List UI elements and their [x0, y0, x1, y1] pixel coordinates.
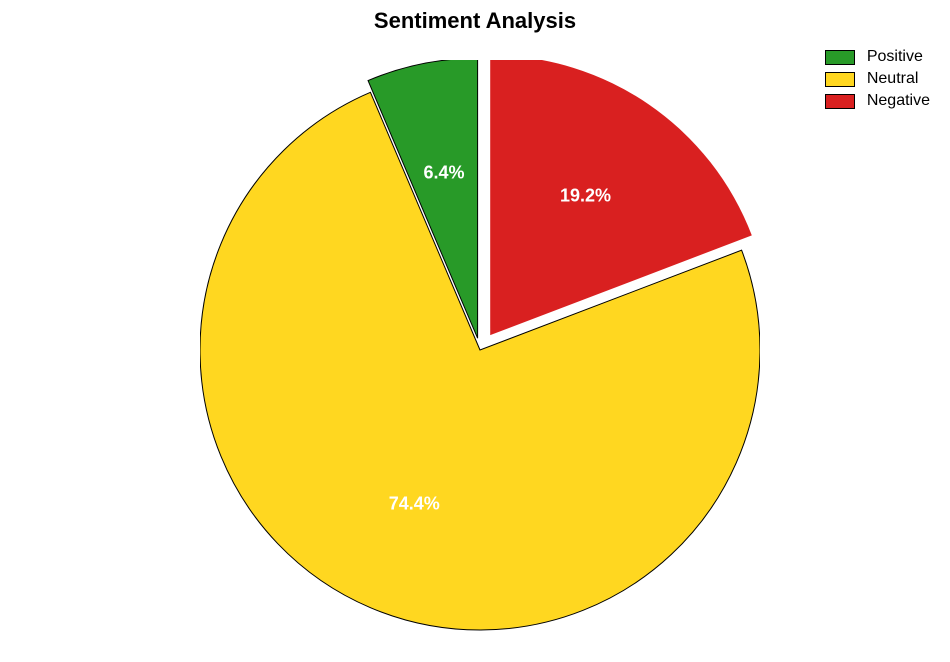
legend-label: Negative: [867, 92, 930, 110]
legend-swatch: [825, 50, 855, 65]
pie-label-negative: 19.2%: [560, 186, 611, 206]
legend-swatch: [825, 94, 855, 109]
legend-swatch: [825, 72, 855, 87]
chart-title: Sentiment Analysis: [374, 8, 576, 34]
sentiment-pie-chart: Sentiment Analysis 6.4% 74.4% 19.2% Positi…: [0, 0, 950, 662]
legend-label: Neutral: [867, 70, 919, 88]
chart-legend: Positive Neutral Negative: [825, 48, 930, 114]
pie-label-neutral: 74.4%: [389, 493, 440, 513]
pie-svg: 6.4% 74.4% 19.2%: [200, 60, 760, 640]
legend-item-neutral: Neutral: [825, 70, 930, 88]
pie-label-positive: 6.4%: [424, 162, 465, 182]
legend-item-negative: Negative: [825, 92, 930, 110]
legend-item-positive: Positive: [825, 48, 930, 66]
legend-label: Positive: [867, 48, 923, 66]
